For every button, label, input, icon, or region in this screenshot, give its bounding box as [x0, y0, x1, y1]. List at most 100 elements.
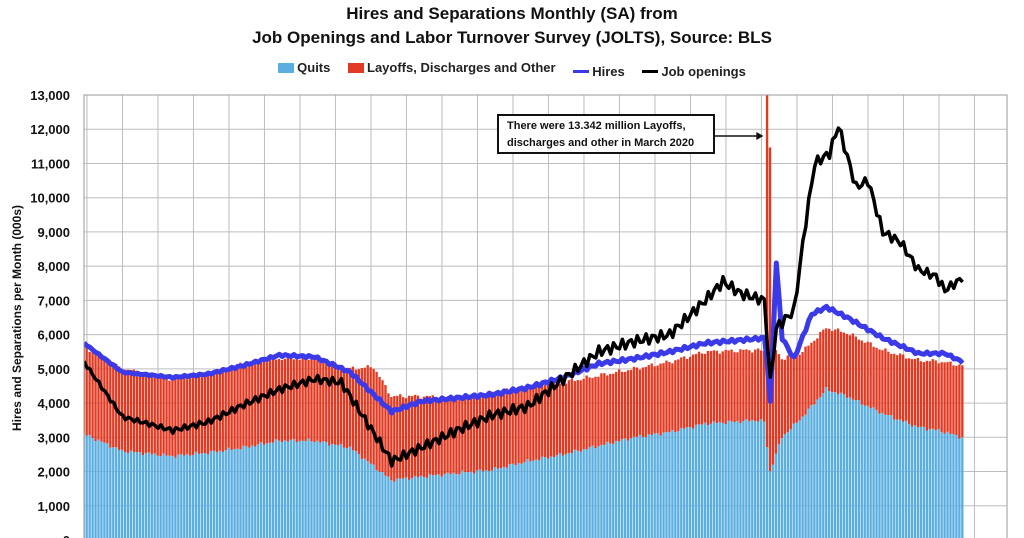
bar-layoffs	[319, 357, 322, 443]
bar-quits	[706, 425, 710, 538]
bar-quits	[440, 476, 443, 538]
bar-quits	[239, 449, 242, 538]
bar-layoffs	[532, 388, 535, 461]
bar-quits	[372, 464, 375, 538]
bar-layoffs	[881, 350, 884, 413]
bar-layoffs	[851, 333, 855, 400]
bar-quits	[260, 442, 263, 538]
bar-layoffs	[748, 350, 751, 422]
bar-layoffs	[952, 365, 955, 435]
bar-quits	[937, 428, 940, 538]
bar-layoffs	[890, 353, 893, 416]
bar-layoffs	[100, 354, 103, 442]
bar-quits	[742, 421, 745, 538]
bar-layoffs	[283, 358, 287, 441]
bar-quits	[319, 442, 322, 538]
bar-layoffs	[165, 376, 168, 456]
bar-quits	[665, 431, 668, 538]
bar-quits	[357, 454, 361, 538]
bar-quits	[949, 433, 952, 538]
bar-layoffs	[904, 358, 908, 421]
bar-quits	[765, 447, 769, 538]
bar-quits	[626, 440, 630, 538]
bar-layoffs	[218, 372, 221, 451]
bar-quits	[721, 422, 724, 538]
bar-quits	[280, 442, 284, 538]
bar-quits	[904, 420, 908, 538]
bar-quits	[129, 450, 133, 538]
bar-layoffs	[899, 353, 902, 420]
bar-layoffs	[189, 375, 192, 456]
bar-layoffs	[295, 359, 298, 443]
bar-quits	[416, 477, 420, 538]
bar-layoffs	[197, 374, 201, 454]
bar-layoffs	[481, 394, 485, 472]
y-tick-label: 6,000	[37, 328, 70, 343]
bar-quits	[419, 475, 423, 538]
bar-quits	[659, 435, 662, 538]
bar-layoffs	[493, 392, 497, 468]
bar-layoffs	[780, 359, 784, 439]
bar-quits	[887, 415, 890, 538]
bar-layoffs	[691, 354, 695, 429]
bar-quits	[762, 421, 766, 538]
bar-quits	[85, 435, 88, 538]
bar-layoffs	[955, 365, 958, 436]
bar-layoffs	[641, 367, 645, 438]
bar-layoffs	[301, 356, 304, 441]
bar-quits	[757, 421, 760, 538]
bar-layoffs	[94, 353, 97, 442]
bar-layoffs	[120, 371, 124, 450]
bar-layoffs	[757, 348, 760, 422]
bar-quits	[437, 474, 440, 538]
bar-quits	[265, 443, 269, 538]
bar-quits	[307, 438, 310, 538]
bar-layoffs	[159, 375, 162, 457]
bar-quits	[493, 467, 497, 538]
bar-quits	[901, 421, 905, 538]
bar-layoffs	[937, 363, 940, 429]
bar-layoffs	[262, 361, 266, 445]
bar-layoffs	[860, 340, 863, 405]
bar-layoffs	[907, 358, 911, 424]
bar-layoffs	[387, 393, 390, 477]
bar-layoffs	[194, 375, 198, 452]
bar-quits	[218, 450, 221, 538]
bar-layoffs	[399, 394, 402, 479]
bar-layoffs	[413, 394, 417, 476]
bar-layoffs	[449, 397, 452, 475]
bar-quits	[262, 444, 266, 538]
bar-quits	[115, 447, 118, 538]
bar-layoffs	[484, 395, 488, 470]
y-tick-label: 11,000	[31, 156, 70, 171]
bar-quits	[251, 445, 254, 538]
bar-quits	[615, 440, 618, 538]
legend-item-hires: Hires	[573, 64, 625, 79]
bar-quits	[875, 410, 878, 538]
line-job-openings	[84, 126, 964, 468]
bar-quits	[268, 442, 272, 538]
bar-layoffs	[588, 377, 591, 448]
bar-layoffs	[620, 371, 624, 440]
bar-quits	[686, 427, 689, 538]
bar-quits	[159, 456, 162, 538]
bar-layoffs	[313, 359, 316, 443]
bar-quits	[215, 452, 219, 538]
bar-layoffs	[635, 367, 639, 438]
bar-layoffs	[919, 361, 923, 427]
bar-layoffs	[458, 396, 461, 475]
bar-quits	[617, 441, 621, 538]
bar-quits	[150, 454, 153, 538]
bar-quits	[449, 474, 452, 538]
bar-layoffs	[342, 367, 346, 448]
bar-layoffs	[567, 380, 571, 453]
bar-quits	[943, 433, 946, 538]
bar-quits	[526, 459, 529, 538]
y-tick-label: 4,000	[37, 396, 70, 411]
bar-quits	[165, 455, 168, 538]
bar-quits	[567, 452, 571, 538]
bar-quits	[407, 479, 411, 538]
bar-quits	[227, 447, 230, 538]
bar-layoffs	[123, 369, 127, 453]
bar-quits	[854, 400, 858, 538]
